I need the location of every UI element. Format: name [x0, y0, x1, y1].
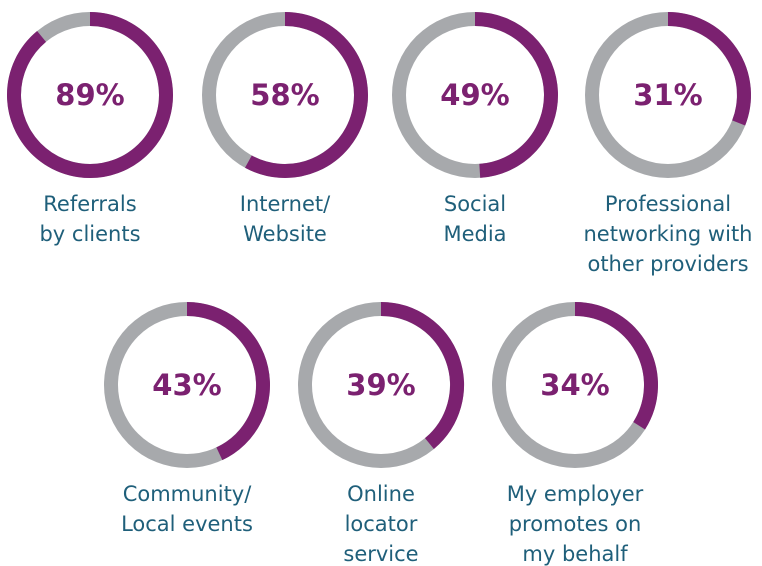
donut-arc	[245, 12, 368, 178]
category-label: service	[343, 542, 418, 566]
category-label: promotes on	[509, 512, 642, 536]
category-label: Website	[243, 222, 327, 246]
donut-arc	[7, 12, 173, 178]
category-label: Local events	[121, 512, 253, 536]
value-label: 43%	[152, 368, 221, 402]
category-label: locator	[345, 512, 418, 536]
category-label: Media	[443, 222, 506, 246]
category-label: My employer	[507, 482, 644, 506]
category-label: Online	[347, 482, 415, 506]
category-label: networking with	[584, 222, 753, 246]
value-label: 34%	[540, 368, 609, 402]
category-label: Community/	[123, 482, 253, 506]
donut-arc	[474, 12, 558, 178]
donut-arc	[574, 302, 658, 430]
category-label: other providers	[587, 252, 748, 276]
category-label: by clients	[39, 222, 140, 246]
category-label: Social	[444, 192, 506, 216]
value-label: 89%	[55, 78, 124, 112]
value-label: 31%	[633, 78, 702, 112]
category-label: Internet/	[240, 192, 331, 216]
donut-arc	[186, 302, 270, 461]
category-label: Professional	[605, 192, 731, 216]
donut-arc	[667, 12, 751, 126]
value-label: 58%	[250, 78, 319, 112]
category-label: Referrals	[43, 192, 136, 216]
donut-arc	[380, 302, 464, 449]
value-label: 39%	[346, 368, 415, 402]
value-label: 49%	[440, 78, 509, 112]
category-label: my behalf	[522, 542, 628, 566]
